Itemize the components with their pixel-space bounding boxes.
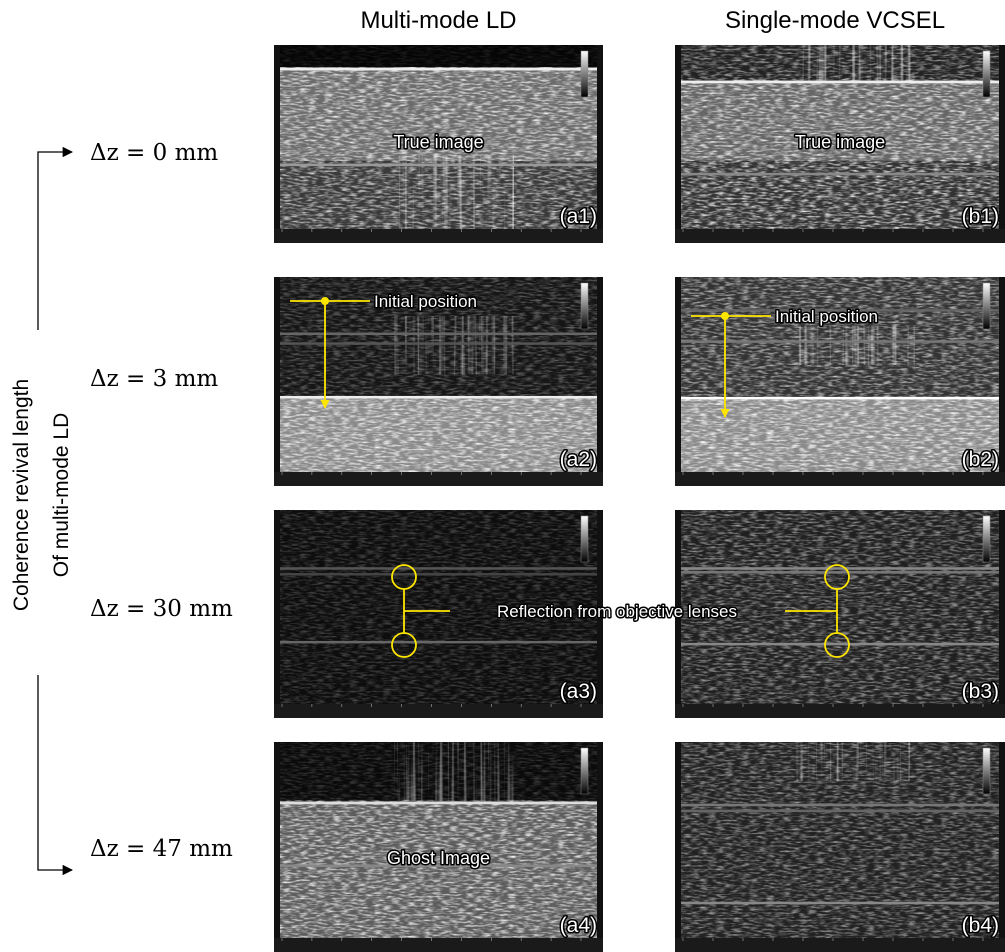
colorbar [983,283,990,329]
column-header: Single-mode VCSEL [725,7,945,34]
streaks [394,742,514,801]
panel-label: (b2) [962,448,999,471]
x-axis [274,938,603,952]
reflection-line [280,573,597,576]
x-axis [274,229,603,243]
speckle [681,161,999,229]
colorbar [581,748,588,794]
row-label: Δz = 3 mm [90,366,218,392]
reflection-line [280,396,597,399]
oct-panel: (b1) True image [675,45,1005,243]
reflection-line [280,342,597,345]
annotation: Initial position [775,307,878,326]
reflection-line [681,173,999,176]
panel-label: (a3) [560,680,597,703]
oct-panel: (a2) Initial position [274,277,603,486]
panel-label: (b4) [962,914,999,937]
reflection-line [280,68,597,71]
colorbar [983,516,990,562]
reflection-line [681,571,999,574]
streaks [795,742,915,781]
x-axis [675,938,1005,952]
side-label: Of multi-mode LD [50,413,73,578]
x-axis [675,229,1005,243]
oct-panel: (b4) [675,742,1005,952]
panel-label: (b1) [962,205,999,228]
oct-panel: (a4) Ghost Image [274,742,603,952]
colorbar [581,516,588,562]
dot [721,312,729,320]
panel-label: (a4) [560,914,597,937]
row-label: Δz = 47 mm [90,836,233,862]
colorbar [581,283,588,329]
speckle [681,398,999,472]
caption: Ghost Image [387,848,490,868]
column-header: Multi-mode LD [360,7,516,34]
reflection-line [681,804,999,807]
colorbar [581,51,588,97]
reflection-line [681,397,999,400]
reflection-line [681,902,999,905]
oct-panel: (b2) Initial position [675,277,1005,486]
reflection-line [280,333,597,336]
x-axis [274,704,603,718]
colorbar [983,748,990,794]
reflection-line [280,567,597,570]
streaks [394,155,514,229]
streaks [394,316,514,375]
reflection-line [681,810,999,813]
caption: True image [795,132,885,152]
row-label: Δz = 30 mm [90,596,233,622]
reflection-line [280,802,597,805]
reflection-line [280,164,597,167]
speckle [280,801,597,938]
x-axis [274,472,603,486]
colorbar [983,51,990,97]
figure: Multi-mode LD Single-mode VCSEL Δz = 0 mm Δ… [0,0,1005,952]
caption: True image [393,132,483,152]
reflection-line [681,81,999,84]
annotation: Reflection from objective lenses [497,602,737,621]
reflection-line [681,643,999,646]
streaks [795,326,915,365]
panel-label: (a2) [560,448,597,471]
reflection-line [681,567,999,570]
annotation: Initial position [374,292,477,311]
x-axis [675,704,1005,718]
reflection-line [280,641,597,644]
side-label: Coherence revival length [10,379,33,611]
reflection-line [681,340,999,343]
row-label: Δz = 0 mm [90,140,218,166]
speckle [280,45,597,67]
streaks [795,45,915,82]
panel-label: (b3) [962,680,999,703]
panel-label: (a1) [560,205,597,228]
dot [321,297,329,305]
x-axis [675,472,1005,486]
speckle [280,398,597,472]
oct-panel: (a1) True image [274,45,603,243]
